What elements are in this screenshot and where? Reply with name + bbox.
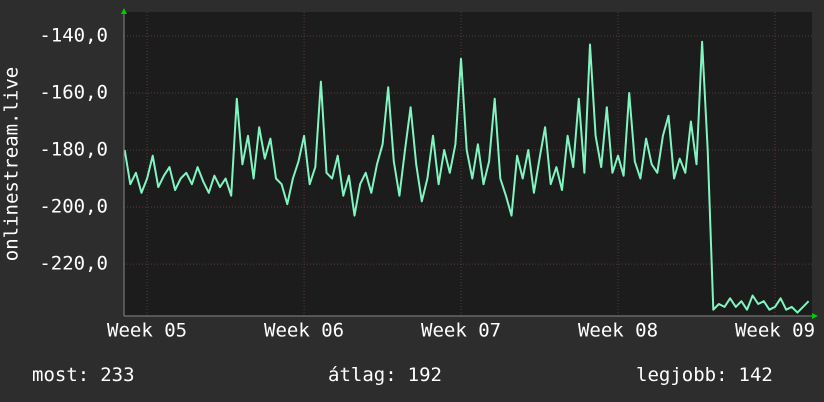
stat-label: átlag:: [328, 364, 397, 386]
axis-arrow: [121, 8, 127, 14]
x-tick-label: Week 06: [264, 320, 344, 342]
y-tick-label: -200,0: [39, 196, 108, 218]
stat: átlag: 192: [328, 364, 442, 386]
plot: [123, 40, 810, 314]
y-tick-label: -220,0: [39, 253, 108, 275]
stat-value: 192: [408, 364, 442, 386]
data-line: [123, 40, 810, 314]
stat-label: legjobb:: [636, 364, 728, 386]
y-axis-label: onlinestream.live: [1, 67, 23, 261]
stat-value: 233: [100, 364, 134, 386]
stat: most: 233: [32, 364, 135, 386]
y-tick-label: -180,0: [39, 139, 108, 161]
stat: legjobb: 142: [636, 364, 773, 386]
x-tick-label: Week 05: [107, 320, 187, 342]
y-tick-label: -140,0: [39, 24, 108, 46]
stat-value: 142: [739, 364, 773, 386]
x-tick-label: Week 07: [421, 320, 501, 342]
y-tick-label: -160,0: [39, 81, 108, 103]
stat-label: most:: [32, 364, 89, 386]
labels: -140,0 -160,0 -180,0 -200,0 -220,0 Week 05 Wee…: [32, 24, 815, 385]
axis-arrow: [812, 313, 818, 319]
x-tick-label: Week 09: [735, 320, 815, 342]
x-tick-label: Week 08: [578, 320, 658, 342]
